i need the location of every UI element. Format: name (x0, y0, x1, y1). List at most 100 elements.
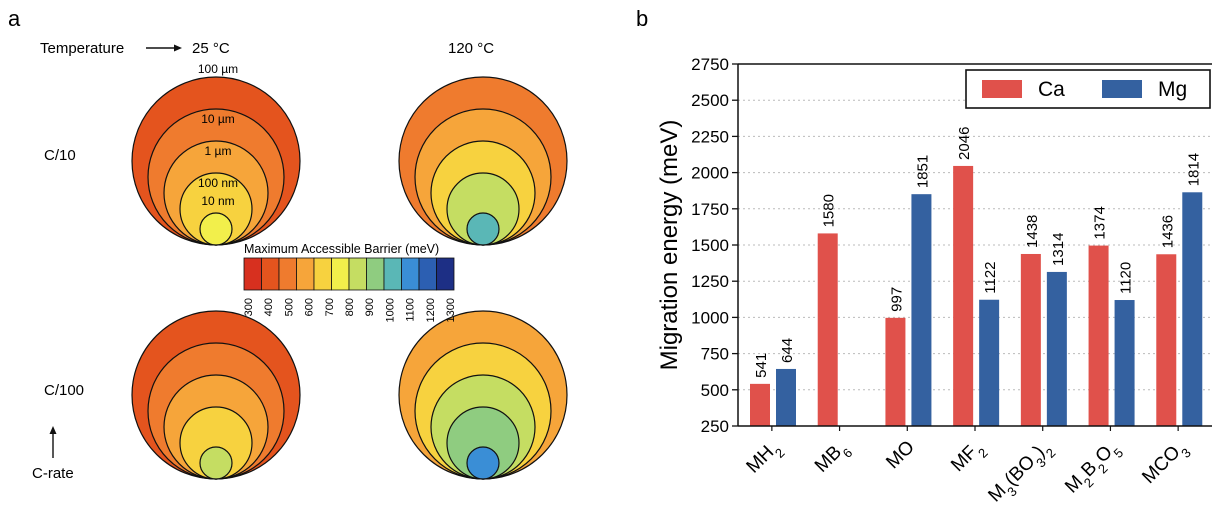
y-tick-label: 250 (701, 417, 729, 436)
data-label: 997 (888, 287, 905, 312)
arrow-right-icon (146, 44, 182, 52)
size-label: 100 µm (198, 62, 238, 76)
y-tick-label: 2000 (691, 164, 729, 183)
particle-size-map (131, 310, 301, 480)
colorbar-tick: 600 (304, 298, 316, 316)
data-label: 1122 (982, 261, 999, 293)
colorbar-cell (366, 257, 385, 291)
data-label: 1120 (1118, 262, 1135, 294)
rate-c10: C/10 (44, 147, 76, 164)
panel-a: a Temperature 25 °C 120 °C C/10 C/100 C-… (8, 6, 568, 482)
x-tick-label: MO (882, 437, 918, 473)
colorbar-tick: 500 (283, 298, 295, 316)
y-tick-label: 500 (701, 381, 729, 400)
colorbar-tick: 1300 (445, 298, 457, 322)
colorbar-title: Maximum Accessible Barrier (meV) (244, 242, 439, 256)
size-label: 100 nm (198, 176, 238, 190)
x-tick-label: MH2 (743, 437, 788, 482)
data-label: 1374 (1092, 206, 1109, 239)
colorbar-tick: 900 (364, 298, 376, 316)
y-axis-label: Migration energy (meV) (656, 120, 683, 371)
colorbar-tick: 1100 (405, 298, 417, 322)
size-label: 10 µm (201, 112, 235, 126)
colorbar-tick: 700 (324, 298, 336, 316)
panel-letter-a: a (8, 6, 21, 31)
data-label: 1438 (1024, 215, 1041, 248)
colorbar: Maximum Accessible Barrier (meV) 300 400 5… (243, 242, 457, 322)
colorbar-tick: 800 (344, 298, 356, 316)
y-tick-label: 1000 (691, 308, 729, 327)
size-ring (466, 446, 500, 480)
y-tick-label: 750 (701, 345, 729, 364)
colorbar-cell (418, 257, 437, 291)
bar-mg (1046, 271, 1067, 426)
rate-c100: C/100 (44, 382, 84, 399)
bar-ca (1088, 245, 1109, 426)
data-label: 644 (779, 338, 796, 363)
temperature-label: Temperature (40, 40, 124, 57)
x-tick-label: MF2 (947, 437, 990, 480)
temperature-120: 120 °C (448, 40, 494, 57)
colorbar-cell (348, 257, 367, 291)
arrow-up-icon (49, 426, 57, 458)
colorbar-cell (383, 257, 402, 291)
colorbar-tick: 300 (243, 298, 255, 316)
data-label: 1814 (1185, 153, 1202, 186)
colorbar-tick: 1000 (384, 298, 396, 322)
data-label: 1314 (1050, 233, 1067, 266)
bar-ca (885, 317, 906, 426)
colorbar-cell (296, 257, 315, 291)
panel-b: b 541 1580 997 2046 1438 1374 1436 644 1851 1122 1… (636, 6, 1212, 511)
y-tick-label: 1750 (691, 200, 729, 219)
colorbar-tick: 1200 (425, 298, 437, 322)
colorbar-cell (243, 257, 262, 291)
bar-mg (1114, 300, 1135, 426)
x-tick-label: MCO3 (1138, 437, 1193, 492)
y-tick-label: 2750 (691, 55, 729, 74)
panel-letter-b: b (636, 6, 648, 31)
bar-ca (1156, 254, 1177, 426)
legend-label: Mg (1158, 78, 1187, 101)
x-tick-label: M3(BO3)2 (984, 437, 1058, 511)
y-tick-label: 2250 (691, 127, 729, 146)
colorbar-tick: 400 (263, 298, 275, 316)
x-tick-label: M2B2O5 (1061, 437, 1126, 502)
colorbar-cell (313, 257, 332, 291)
legend-swatch (1102, 80, 1142, 98)
colorbar-cell (261, 257, 280, 291)
y-tick-label: 2500 (691, 91, 729, 110)
y-tick-label: 1500 (691, 236, 729, 255)
particle-size-maps: 100 µm 10 µm 1 µm 100 nm 10 nm (131, 62, 568, 480)
particle-size-map (398, 310, 568, 480)
colorbar-cell (278, 257, 297, 291)
data-label: 1436 (1159, 215, 1176, 248)
bar-mg (979, 299, 1000, 426)
size-ring (199, 212, 233, 246)
bar-ca (1020, 253, 1041, 426)
data-label: 541 (753, 353, 770, 378)
colorbar-cell (436, 257, 455, 291)
bar-chart: 541 1580 997 2046 1438 1374 1436 644 1851 1122 131… (656, 55, 1212, 511)
bar-ca (750, 383, 770, 426)
bar-mg (1182, 192, 1203, 426)
data-label: 2046 (956, 127, 973, 160)
bar-ca (953, 165, 974, 426)
y-tick-label: 1250 (691, 272, 729, 291)
colorbar-cell (401, 257, 420, 291)
temperature-25: 25 °C (192, 40, 230, 57)
legend-label: Ca (1038, 78, 1065, 101)
particle-size-map (398, 76, 568, 246)
data-label: 1580 (821, 194, 838, 227)
size-label: 10 nm (201, 194, 234, 208)
bar-mg (911, 194, 932, 426)
bar-ca (817, 233, 838, 426)
bar-mg (776, 368, 796, 426)
size-ring (199, 446, 233, 480)
size-label: 1 µm (205, 144, 232, 158)
rate-axis-label: C-rate (32, 465, 74, 482)
colorbar-cell (331, 257, 350, 291)
particle-size-map: 100 µm 10 µm 1 µm 100 nm 10 nm (131, 62, 301, 246)
x-tick-label: MB6 (811, 437, 855, 481)
size-ring (466, 212, 500, 246)
